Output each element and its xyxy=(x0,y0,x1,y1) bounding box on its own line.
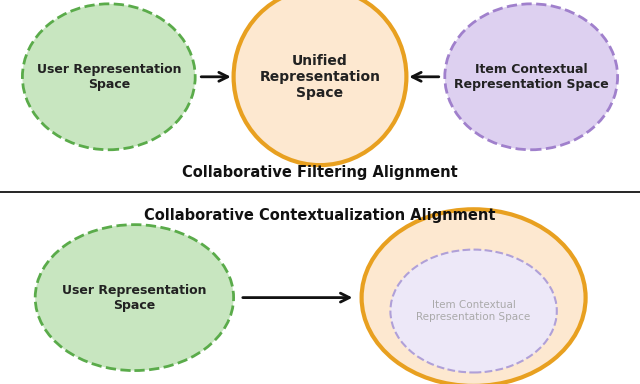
Ellipse shape xyxy=(22,4,195,150)
Ellipse shape xyxy=(35,225,234,371)
Text: Item Contextual
Representation Space: Item Contextual Representation Space xyxy=(454,63,609,91)
Text: User Representation
Space: User Representation Space xyxy=(62,284,207,311)
Ellipse shape xyxy=(390,250,557,372)
Text: Item Contextual
Representation Space: Item Contextual Representation Space xyxy=(417,300,531,322)
Ellipse shape xyxy=(234,0,406,165)
Text: Unified
Representation
Space: Unified Representation Space xyxy=(413,290,534,336)
Text: Collaborative Filtering Alignment: Collaborative Filtering Alignment xyxy=(182,165,458,180)
Ellipse shape xyxy=(445,4,618,150)
Ellipse shape xyxy=(362,209,586,384)
Text: Unified
Representation
Space: Unified Representation Space xyxy=(259,54,381,100)
Text: User Representation
Space: User Representation Space xyxy=(36,63,181,91)
Text: Collaborative Contextualization Alignment: Collaborative Contextualization Alignmen… xyxy=(144,207,496,223)
